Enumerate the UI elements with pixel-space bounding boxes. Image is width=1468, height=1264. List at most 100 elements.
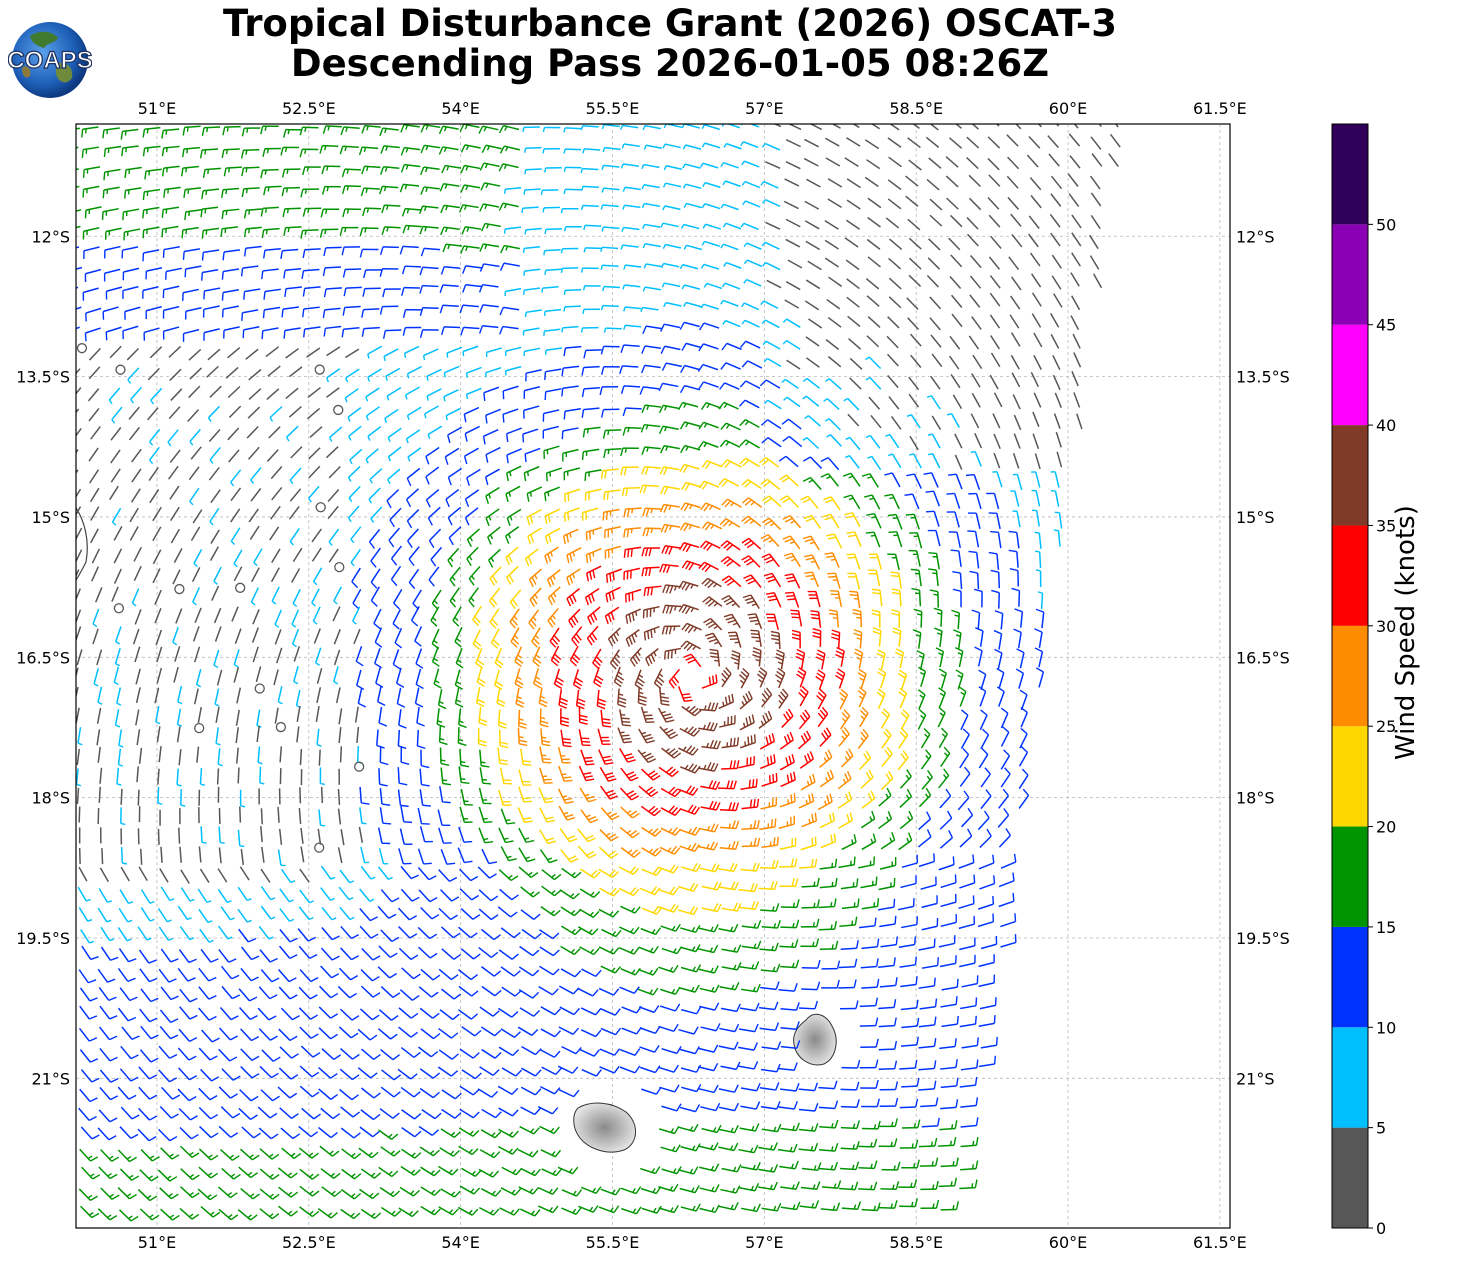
wind-barb <box>887 553 900 571</box>
wind-barb <box>721 944 742 953</box>
wind-barb <box>658 1183 679 1192</box>
wind-barb <box>156 646 163 663</box>
wind-barb <box>783 200 799 210</box>
wind-barb <box>515 687 525 708</box>
wind-barb <box>658 404 679 414</box>
wind-barb <box>921 918 939 931</box>
wind-barb <box>400 1046 421 1058</box>
wind-barb <box>680 944 701 953</box>
wind-barb <box>539 1125 560 1135</box>
wind-barb <box>518 847 536 863</box>
wind-barb <box>795 649 806 669</box>
wind-barb <box>195 668 202 688</box>
wind-barb <box>563 305 581 312</box>
wind-barb <box>939 955 957 968</box>
wind-barb <box>759 942 779 952</box>
wind-barb <box>241 1126 261 1139</box>
wind-barb <box>323 246 342 257</box>
wind-barb <box>130 488 141 503</box>
wind-barb <box>193 646 201 663</box>
wind-barb <box>1053 413 1061 429</box>
wind-barb <box>743 242 762 250</box>
wind-barb <box>149 428 161 446</box>
wind-barb <box>928 568 939 587</box>
wind-barb <box>111 586 119 602</box>
wind-barb <box>585 587 600 606</box>
wind-barb <box>970 450 982 467</box>
wind-barb <box>640 1166 661 1175</box>
wind-barb <box>662 243 682 250</box>
wind-barb <box>818 1080 838 1090</box>
wind-barb <box>519 1125 540 1135</box>
lat-tick-right: 13.5°S <box>1236 368 1290 387</box>
wind-barb <box>759 733 776 750</box>
wind-barb <box>803 514 822 529</box>
wind-barb <box>741 983 761 993</box>
wind-barb <box>838 856 856 869</box>
wind-barb <box>485 367 502 378</box>
wind-barb <box>718 1102 740 1112</box>
wind-barb <box>475 687 486 707</box>
wind-barb <box>542 425 559 439</box>
wind-barb <box>662 143 681 149</box>
wind-barb <box>333 586 342 605</box>
wind-barb <box>558 765 573 782</box>
wind-barb <box>503 186 522 194</box>
wind-barb <box>598 946 620 955</box>
wind-barb <box>840 1161 860 1171</box>
wind-barb <box>517 807 533 824</box>
wind-barb <box>274 629 282 645</box>
wind-barb <box>338 886 354 901</box>
wind-barb <box>197 888 212 904</box>
wind-barb <box>539 1049 561 1058</box>
wind-barb <box>659 503 680 513</box>
wind-barb <box>660 1144 681 1153</box>
wind-barb <box>138 1107 158 1121</box>
wind-barb <box>520 1106 541 1116</box>
wind-barb <box>683 653 702 668</box>
wind-barb <box>259 1188 280 1200</box>
wind-barb <box>638 785 659 798</box>
wind-barb <box>503 226 522 234</box>
wind-barb <box>918 1016 937 1028</box>
wind-barb <box>641 905 663 915</box>
wind-barb <box>958 854 975 869</box>
wind-barb <box>261 227 280 239</box>
wind-barb <box>705 632 723 648</box>
wind-barb <box>225 366 239 379</box>
wind-barb <box>522 246 541 253</box>
wind-barb <box>709 648 721 667</box>
wind-barb <box>201 269 219 281</box>
wind-barb <box>363 269 382 279</box>
wind-barb <box>1007 156 1020 170</box>
wind-barb <box>658 766 679 778</box>
wind-barb <box>100 1149 120 1162</box>
wind-barb <box>701 240 720 247</box>
wind-barb <box>925 510 940 527</box>
wind-barb <box>315 647 322 666</box>
wind-barb <box>827 572 841 589</box>
wind-barb <box>235 727 240 744</box>
wind-barb <box>581 185 599 191</box>
wind-barb <box>738 1144 759 1154</box>
wind-barb <box>438 869 458 883</box>
wind-barb <box>285 347 300 359</box>
wind-barb <box>660 222 679 228</box>
wind-barb <box>740 141 759 149</box>
wind-barb <box>820 1202 841 1212</box>
wind-barb <box>139 968 158 983</box>
wind-barb <box>930 334 942 348</box>
wind-barb <box>315 705 320 723</box>
colorbar-bin <box>1332 425 1368 526</box>
wind-barb <box>621 1005 642 1014</box>
wind-barb <box>888 296 902 309</box>
wind-barb <box>423 405 439 419</box>
wind-barb <box>472 605 482 627</box>
wind-barb <box>532 668 543 689</box>
wind-barb <box>180 1145 200 1158</box>
wind-barb <box>398 926 418 939</box>
wind-barb <box>347 465 361 482</box>
wind-barb <box>538 687 548 708</box>
wind-barb <box>237 886 252 902</box>
wind-barb <box>142 126 161 138</box>
